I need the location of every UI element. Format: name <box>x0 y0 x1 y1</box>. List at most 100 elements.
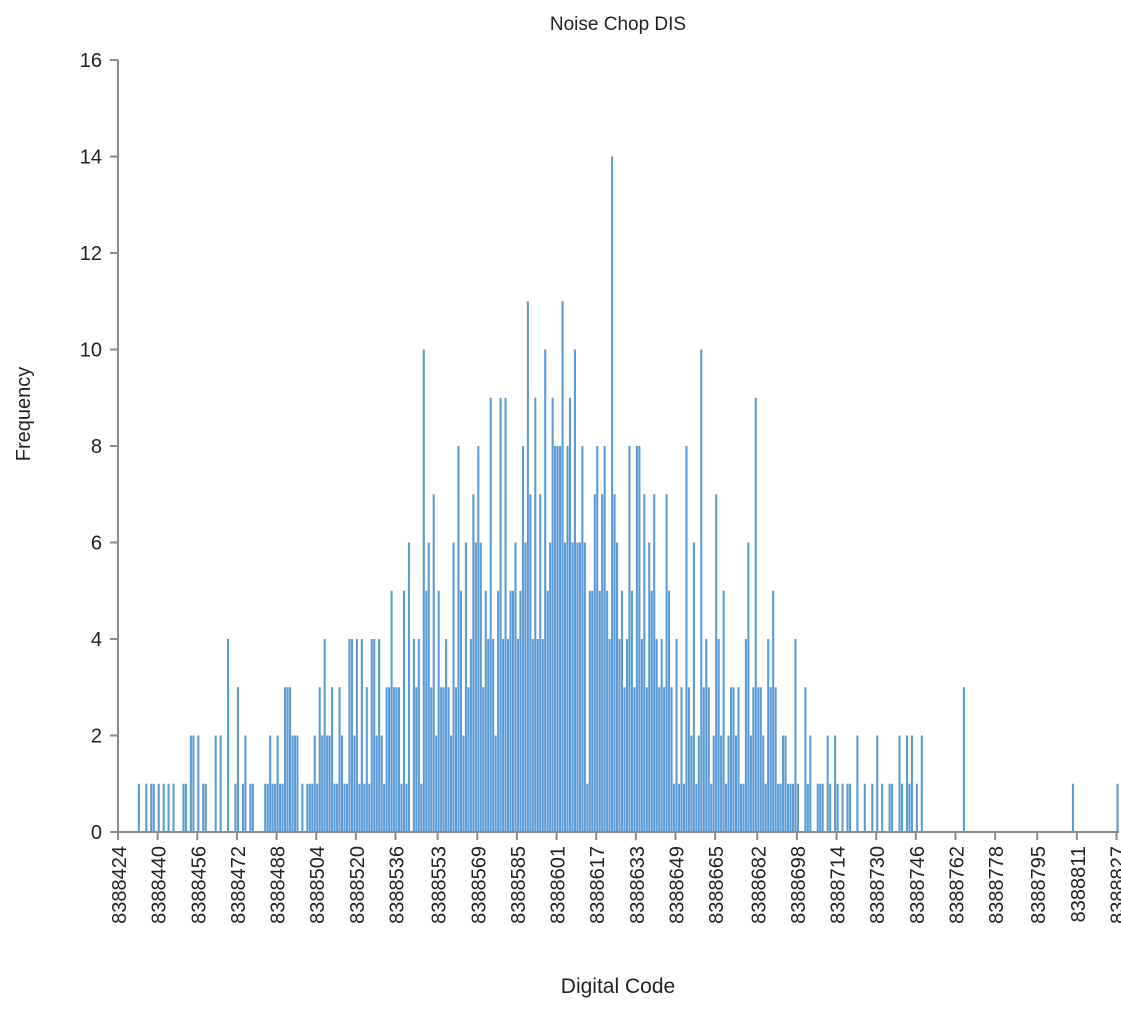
bar <box>576 542 579 832</box>
bar <box>445 639 448 832</box>
bar <box>435 735 438 832</box>
bar <box>611 156 614 832</box>
bar <box>474 542 477 832</box>
bar <box>477 446 480 832</box>
bar <box>638 446 641 832</box>
bar <box>613 494 616 832</box>
x-tick-label: 8388440 <box>149 846 171 924</box>
x-tick-label: 8388714 <box>828 846 850 924</box>
x-tick-label: 8388569 <box>468 846 490 924</box>
bar <box>876 735 879 832</box>
bar <box>764 783 767 832</box>
x-tick-label: 8388536 <box>387 846 409 924</box>
bar <box>370 639 373 832</box>
bar <box>459 590 463 832</box>
bar <box>700 349 703 832</box>
bar <box>578 542 581 832</box>
x-tick-label: 8388698 <box>788 846 810 924</box>
bar <box>650 590 653 832</box>
bar <box>318 687 321 832</box>
bar <box>668 590 671 832</box>
bar <box>524 542 527 832</box>
bar <box>308 783 311 832</box>
bar <box>559 446 562 832</box>
bar <box>620 590 624 832</box>
bar <box>137 783 140 832</box>
bar <box>353 735 356 832</box>
bar <box>385 687 388 832</box>
bar <box>697 735 700 832</box>
bar <box>531 639 534 832</box>
bar <box>502 639 505 832</box>
bar <box>539 494 542 832</box>
bar <box>447 687 450 832</box>
bar <box>467 687 470 832</box>
bar <box>514 542 517 832</box>
bar <box>499 397 502 832</box>
bar <box>643 494 646 832</box>
y-tick-label: 8 <box>91 436 102 458</box>
bar <box>588 590 591 832</box>
bar <box>479 542 482 832</box>
bar <box>407 542 410 832</box>
bar <box>383 783 386 832</box>
bar <box>378 639 381 832</box>
bar <box>276 735 279 832</box>
bar <box>340 735 344 832</box>
bar <box>920 735 923 832</box>
bar <box>816 783 819 832</box>
bar <box>534 397 537 832</box>
bar <box>333 783 336 832</box>
bar <box>412 639 415 832</box>
bar <box>454 687 458 832</box>
bar <box>581 446 584 832</box>
bar <box>492 639 495 832</box>
bar <box>316 783 319 832</box>
bar <box>551 397 554 832</box>
bar <box>809 735 812 832</box>
bar <box>321 735 324 832</box>
bar <box>536 639 539 832</box>
bar <box>249 783 252 832</box>
bar <box>804 687 807 832</box>
bar <box>633 687 636 832</box>
bar <box>452 542 455 832</box>
y-tick-label: 4 <box>91 629 102 651</box>
bar <box>591 590 594 832</box>
bar <box>702 687 705 832</box>
bar <box>380 735 383 832</box>
bar <box>782 735 785 832</box>
bar <box>425 590 428 832</box>
bar <box>338 687 341 832</box>
bar <box>1071 783 1075 832</box>
bar <box>529 494 532 832</box>
bar <box>546 590 549 832</box>
bar <box>269 735 272 832</box>
x-tick-label: 8388778 <box>986 846 1008 924</box>
bar <box>189 735 192 832</box>
bar <box>690 735 693 832</box>
bar <box>962 687 965 832</box>
bar <box>497 590 500 832</box>
bar <box>754 397 757 832</box>
bar <box>635 446 638 832</box>
bar <box>145 783 148 832</box>
bar <box>583 542 586 832</box>
bar <box>264 783 267 832</box>
bar <box>757 687 760 832</box>
bar <box>440 687 443 832</box>
bar <box>905 735 908 832</box>
bar <box>395 687 398 832</box>
bar <box>791 783 795 832</box>
bar <box>336 783 339 832</box>
x-tick-label: 8388682 <box>748 846 770 924</box>
bar <box>625 639 629 832</box>
bar <box>326 735 329 832</box>
bar <box>427 542 430 832</box>
bar <box>725 783 728 832</box>
bar <box>777 783 780 832</box>
bar <box>450 735 453 832</box>
bar <box>402 590 406 832</box>
